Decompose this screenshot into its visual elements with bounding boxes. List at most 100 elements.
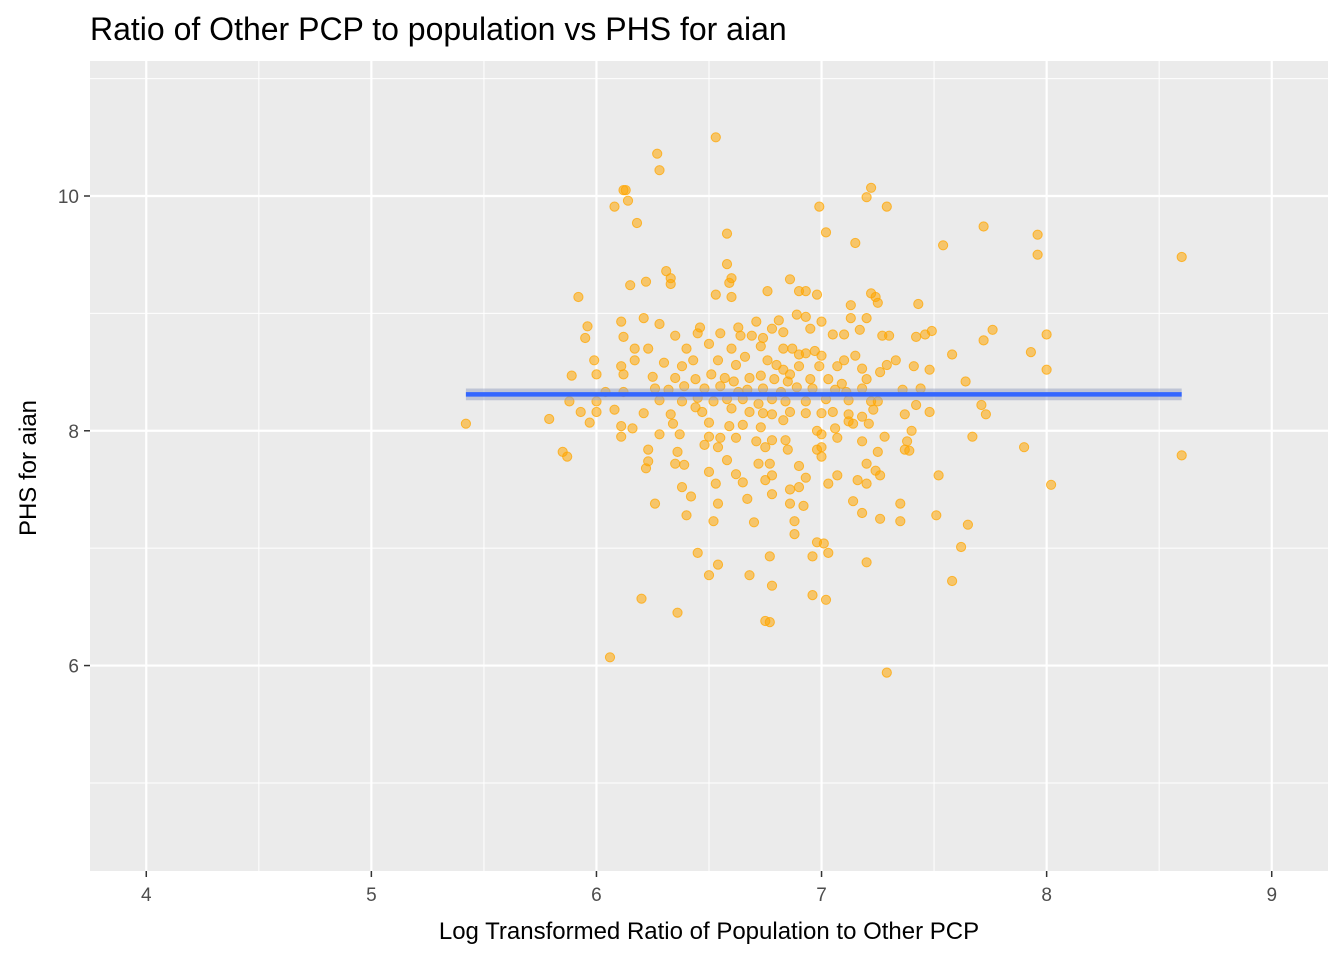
data-point bbox=[762, 286, 773, 297]
data-point bbox=[562, 451, 573, 462]
data-point bbox=[679, 459, 690, 470]
data-point bbox=[818, 538, 829, 549]
data-point bbox=[857, 363, 868, 374]
data-point bbox=[866, 182, 877, 193]
x-axis-ticks: 4 5 6 7 8 9 bbox=[141, 871, 1277, 906]
data-points bbox=[460, 132, 1187, 678]
data-point bbox=[620, 185, 631, 196]
data-point bbox=[890, 355, 901, 366]
data-point bbox=[728, 376, 739, 387]
data-point bbox=[789, 516, 800, 527]
data-point bbox=[735, 330, 746, 341]
data-point bbox=[744, 372, 755, 384]
data-point bbox=[575, 406, 586, 418]
data-point bbox=[906, 425, 917, 436]
data-point bbox=[703, 431, 715, 442]
data-point bbox=[1032, 229, 1043, 240]
data-point bbox=[640, 463, 652, 474]
data-point bbox=[652, 148, 663, 159]
data-point bbox=[800, 408, 811, 419]
data-point bbox=[544, 413, 555, 425]
data-point bbox=[692, 328, 703, 339]
data-point bbox=[640, 276, 652, 287]
data-point bbox=[726, 343, 737, 354]
data-point bbox=[807, 551, 818, 562]
data-point bbox=[913, 298, 924, 310]
data-point bbox=[823, 547, 834, 559]
data-point bbox=[753, 398, 764, 409]
data-point bbox=[703, 466, 715, 477]
data-point bbox=[861, 478, 872, 489]
data-point bbox=[724, 421, 735, 432]
data-point bbox=[1041, 329, 1052, 340]
data-point bbox=[816, 316, 827, 327]
data-point bbox=[800, 348, 811, 359]
data-point bbox=[816, 429, 827, 440]
data-point bbox=[861, 374, 872, 385]
data-point bbox=[766, 409, 778, 420]
data-point bbox=[616, 431, 627, 442]
data-point bbox=[685, 491, 697, 502]
data-point bbox=[857, 411, 868, 422]
data-point bbox=[798, 500, 809, 511]
data-point bbox=[938, 240, 949, 251]
data-point bbox=[591, 406, 602, 418]
data-point bbox=[622, 195, 634, 206]
data-point bbox=[460, 418, 471, 429]
data-point bbox=[902, 436, 913, 447]
data-point bbox=[638, 313, 649, 324]
data-point bbox=[764, 617, 775, 628]
data-point bbox=[789, 529, 800, 540]
data-point bbox=[861, 557, 872, 568]
data-point bbox=[766, 489, 778, 500]
data-point bbox=[836, 378, 847, 389]
data-point bbox=[899, 409, 910, 420]
data-point bbox=[956, 541, 967, 553]
data-point bbox=[814, 201, 825, 212]
data-point bbox=[947, 575, 958, 587]
major-gridlines bbox=[90, 61, 1328, 871]
data-point bbox=[755, 370, 766, 381]
data-point bbox=[884, 330, 895, 341]
y-tick-label: 8 bbox=[68, 422, 79, 443]
data-point bbox=[721, 228, 733, 239]
data-point bbox=[895, 516, 906, 527]
data-point bbox=[924, 406, 935, 418]
data-point bbox=[760, 475, 771, 486]
x-tick-label: 7 bbox=[816, 885, 827, 906]
data-point bbox=[697, 406, 708, 418]
data-point bbox=[807, 590, 818, 601]
x-axis-title: Log Transformed Ratio of Population to O… bbox=[439, 918, 979, 945]
data-point bbox=[730, 469, 742, 480]
data-point bbox=[715, 432, 726, 443]
data-point bbox=[737, 419, 748, 430]
data-point bbox=[672, 607, 683, 618]
data-point bbox=[850, 237, 861, 249]
data-point bbox=[861, 458, 872, 469]
data-point bbox=[787, 343, 798, 354]
data-point bbox=[1176, 450, 1187, 461]
data-point bbox=[820, 227, 832, 238]
data-point bbox=[793, 460, 805, 472]
data-point bbox=[766, 323, 778, 334]
data-point bbox=[875, 513, 886, 524]
data-point bbox=[845, 313, 856, 324]
trend-line-group bbox=[465, 388, 1182, 401]
data-point bbox=[710, 289, 721, 300]
data-point bbox=[879, 431, 890, 442]
data-point bbox=[780, 435, 791, 446]
data-point bbox=[627, 423, 638, 434]
data-point bbox=[820, 594, 832, 605]
data-point bbox=[618, 369, 629, 380]
data-point bbox=[816, 350, 827, 361]
x-tick-label: 8 bbox=[1041, 885, 1052, 906]
data-point bbox=[816, 408, 827, 419]
data-point bbox=[730, 359, 742, 371]
data-point bbox=[647, 371, 658, 382]
data-point bbox=[746, 330, 757, 341]
data-point bbox=[757, 332, 769, 344]
data-point bbox=[1176, 251, 1187, 263]
data-point bbox=[816, 451, 827, 462]
data-point bbox=[609, 404, 620, 415]
